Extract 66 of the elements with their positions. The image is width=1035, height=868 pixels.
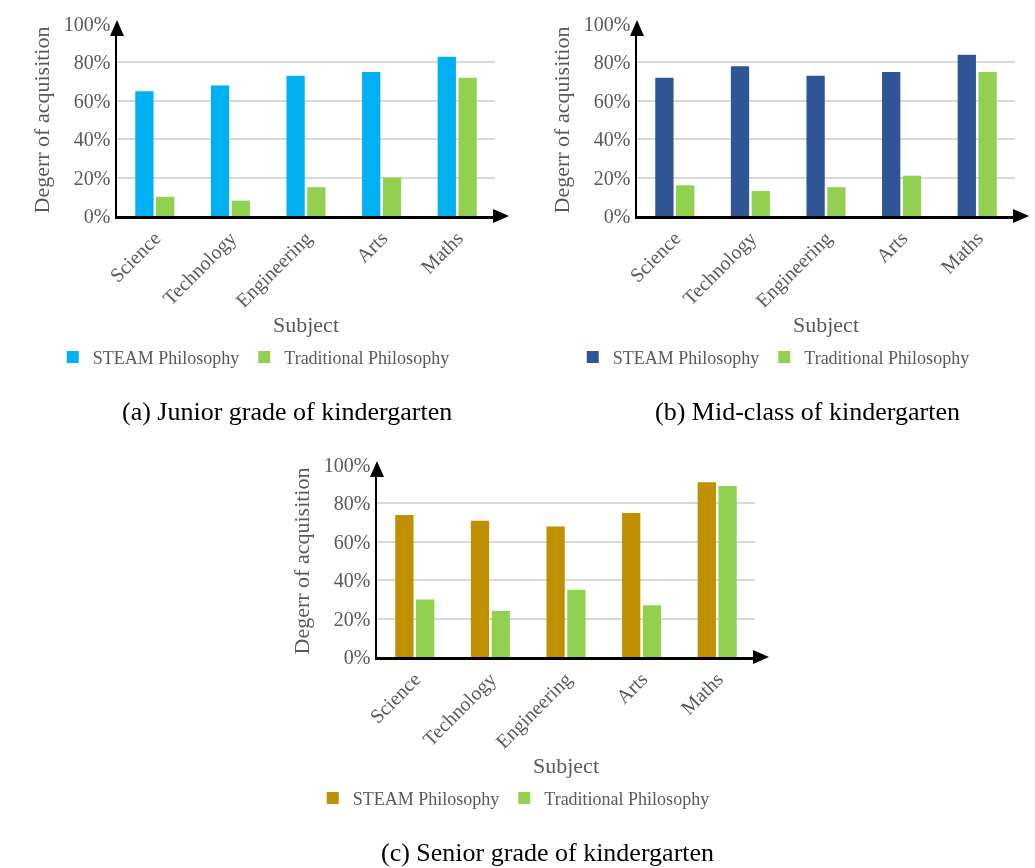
y-tick-label: 20% <box>73 166 111 189</box>
legend-label: STEAM Philosophy <box>352 789 500 810</box>
bar <box>622 513 641 657</box>
x-tick-label: Arts <box>611 667 652 708</box>
y-tick-label: 60% <box>593 89 631 112</box>
bar <box>978 72 997 216</box>
bar <box>655 77 674 216</box>
y-tick-label: 0% <box>343 646 371 668</box>
y-tick-label: 80% <box>593 51 631 74</box>
bar <box>718 486 737 657</box>
bar <box>546 526 565 657</box>
legend-label: STEAM Philosophy <box>612 348 760 369</box>
bar <box>470 520 490 657</box>
bar <box>567 589 586 657</box>
bar <box>286 75 305 216</box>
x-axis-title: Subject <box>793 312 859 338</box>
bar <box>395 514 414 657</box>
bar <box>458 77 477 216</box>
text: (c) Senior grade of kindergarten <box>381 838 715 867</box>
bar <box>437 56 456 216</box>
x-tick-label: Arts <box>871 226 912 267</box>
y-tick-label: 80% <box>73 51 111 74</box>
y-axis-title: Degerr of acquisition <box>29 26 55 214</box>
y-tick-label: 40% <box>333 569 371 592</box>
y-tick-label: 60% <box>73 89 111 112</box>
bar <box>210 85 230 216</box>
x-tick-label: Arts <box>351 226 392 267</box>
y-tick-label: 40% <box>73 128 111 151</box>
legend-label: Traditional Philosophy <box>284 348 450 369</box>
bar <box>642 605 662 657</box>
bar <box>697 482 716 657</box>
y-tick-label: 0% <box>603 205 631 227</box>
y-tick-label: 100% <box>63 13 111 35</box>
bar <box>156 196 175 216</box>
legend-label: Traditional Philosophy <box>544 789 710 810</box>
bar <box>362 72 381 216</box>
x-axis-title: Subject <box>273 312 339 338</box>
y-tick-label: 100% <box>583 13 631 35</box>
bar <box>416 599 435 657</box>
bar <box>382 177 402 216</box>
bar <box>676 185 695 216</box>
y-axis-title: Degerr of acquisition <box>549 26 575 214</box>
bar <box>307 187 326 216</box>
bar <box>827 187 846 216</box>
y-tick-label: 40% <box>593 128 631 151</box>
x-axis-title: Subject <box>533 753 599 779</box>
text: (b) Mid-class of kindergarten <box>655 397 960 426</box>
y-tick-label: 80% <box>333 492 371 515</box>
y-tick-label: 60% <box>333 530 371 553</box>
bar <box>957 54 976 216</box>
y-tick-label: 20% <box>593 166 631 189</box>
bar <box>882 72 901 216</box>
bar <box>902 175 922 216</box>
text: (a) Junior grade of kindergarten <box>122 397 453 426</box>
y-axis-title: Degerr of acquisition <box>289 467 315 655</box>
legend-label: STEAM Philosophy <box>92 348 240 369</box>
bar <box>730 66 750 216</box>
bar <box>135 91 154 216</box>
y-tick-label: 100% <box>323 454 371 476</box>
bar <box>491 610 510 657</box>
bar <box>806 75 825 216</box>
y-tick-label: 20% <box>333 607 371 630</box>
bar <box>751 191 770 216</box>
legend-label: Traditional Philosophy <box>804 348 970 369</box>
bar <box>231 200 250 216</box>
y-tick-label: 0% <box>83 205 111 227</box>
